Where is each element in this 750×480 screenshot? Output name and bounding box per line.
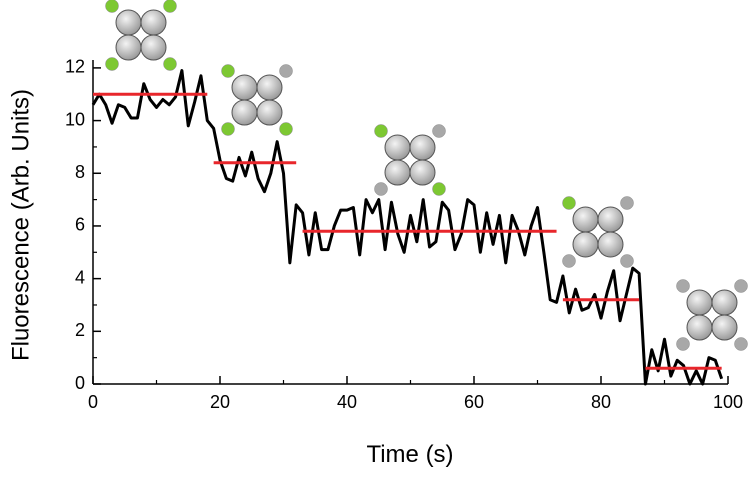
subunit bbox=[686, 314, 713, 341]
fluorophore bbox=[221, 64, 235, 78]
fluorophore bbox=[734, 337, 748, 351]
fluorophore bbox=[163, 57, 177, 71]
subunit bbox=[597, 206, 624, 233]
subunit bbox=[256, 99, 283, 126]
fluorophore bbox=[279, 64, 293, 78]
x-axis-title: Time (s) bbox=[366, 441, 453, 468]
y-axis-title: Fluorescence (Arb. Units) bbox=[7, 89, 34, 361]
subunit bbox=[256, 74, 283, 101]
fluorophore bbox=[562, 196, 576, 210]
fluorophore bbox=[279, 122, 293, 136]
fluorophore bbox=[734, 279, 748, 293]
subunit bbox=[409, 159, 436, 186]
fluorophore bbox=[374, 182, 388, 196]
subunit bbox=[384, 159, 411, 186]
x-tick-label: 20 bbox=[210, 392, 230, 412]
y-tick-label: 0 bbox=[75, 373, 85, 393]
subunit bbox=[231, 74, 258, 101]
subunit bbox=[572, 206, 599, 233]
subunit bbox=[572, 231, 599, 258]
y-tick-label: 6 bbox=[75, 215, 85, 235]
fluorophore bbox=[620, 254, 634, 268]
fluorophore bbox=[432, 124, 446, 138]
fluorophore bbox=[105, 57, 119, 71]
trace-line bbox=[91, 69, 724, 386]
fluorophore bbox=[676, 279, 690, 293]
subunit bbox=[115, 34, 142, 61]
x-tick-label: 0 bbox=[88, 392, 98, 412]
subunit bbox=[384, 134, 411, 161]
fluorophore bbox=[620, 196, 634, 210]
x-tick-label: 100 bbox=[713, 392, 743, 412]
subunit bbox=[686, 289, 713, 316]
x-tick-label: 40 bbox=[337, 392, 357, 412]
fluorophore bbox=[676, 337, 690, 351]
fluorophore bbox=[562, 254, 576, 268]
subunit bbox=[140, 9, 167, 36]
y-tick-label: 12 bbox=[65, 57, 85, 77]
x-tick-label: 80 bbox=[591, 392, 611, 412]
subunit bbox=[711, 289, 738, 316]
subunit bbox=[115, 9, 142, 36]
subunit bbox=[140, 34, 167, 61]
subunit bbox=[597, 231, 624, 258]
y-tick-label: 2 bbox=[75, 320, 85, 340]
fluorophore bbox=[432, 182, 446, 196]
subunit bbox=[711, 314, 738, 341]
x-tick-label: 60 bbox=[464, 392, 484, 412]
fluorophore bbox=[163, 0, 177, 13]
subunit bbox=[409, 134, 436, 161]
y-tick-label: 4 bbox=[75, 267, 85, 287]
subunit bbox=[231, 99, 258, 126]
fluorophore bbox=[374, 124, 388, 138]
fluorophore bbox=[221, 122, 235, 136]
fluorophore bbox=[105, 0, 119, 13]
y-tick-label: 10 bbox=[65, 109, 85, 129]
y-tick-label: 8 bbox=[75, 162, 85, 182]
